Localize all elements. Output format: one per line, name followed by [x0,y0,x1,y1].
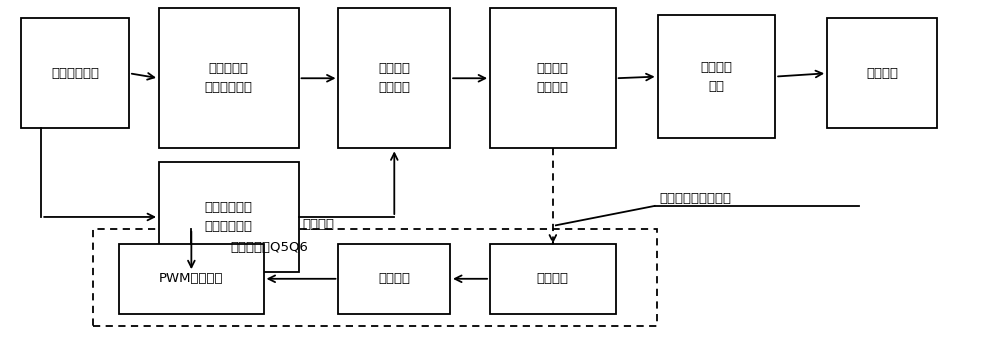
FancyBboxPatch shape [93,229,657,326]
Text: PWM信号控制: PWM信号控制 [159,272,224,285]
FancyBboxPatch shape [490,8,616,148]
FancyBboxPatch shape [827,18,937,128]
Text: 距离变化时闭环控制: 距离变化时闭环控制 [660,192,732,205]
FancyBboxPatch shape [21,18,129,128]
Text: 数据分析: 数据分析 [378,272,410,285]
FancyBboxPatch shape [159,162,299,272]
FancyBboxPatch shape [658,15,775,139]
Text: 高频逆变器
恒压方波信号: 高频逆变器 恒压方波信号 [205,62,253,94]
Text: 钳位恒流: 钳位恒流 [303,218,335,231]
FancyBboxPatch shape [490,244,616,314]
FancyBboxPatch shape [338,8,450,148]
Text: 恒压直流电源: 恒压直流电源 [51,67,99,80]
Text: 电流采集: 电流采集 [537,272,569,285]
Text: 控制开关管Q5Q6: 控制开关管Q5Q6 [231,241,309,254]
Text: 钳位限压电路
恒压方波信号: 钳位限压电路 恒压方波信号 [205,201,253,233]
FancyBboxPatch shape [159,8,299,148]
Text: 恒流输出: 恒流输出 [866,67,898,80]
Text: 发射电路
恒流特性: 发射电路 恒流特性 [378,62,410,94]
Text: 接收电路
恒流特性: 接收电路 恒流特性 [537,62,569,94]
Text: 全桥整流
滤波: 全桥整流 滤波 [700,61,732,93]
FancyBboxPatch shape [119,244,264,314]
FancyBboxPatch shape [338,244,450,314]
